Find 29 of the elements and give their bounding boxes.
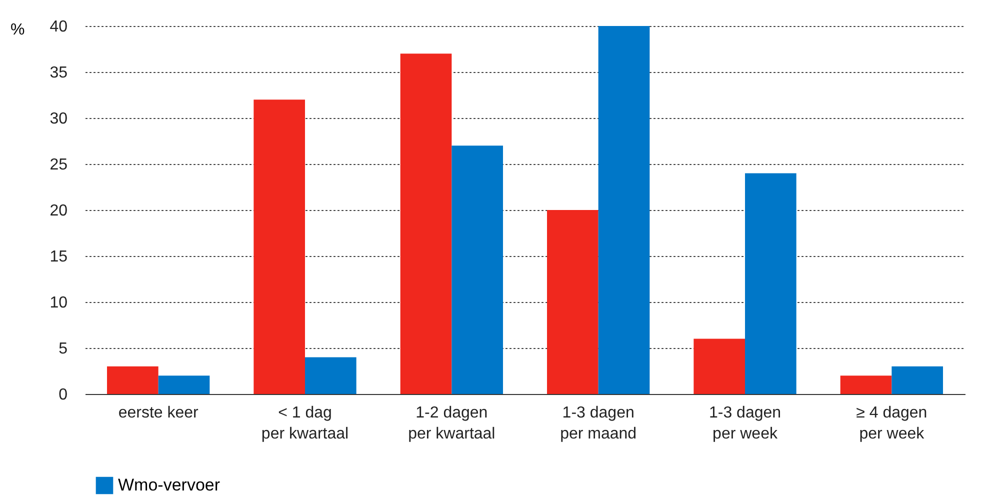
bar xyxy=(745,173,796,394)
bar xyxy=(598,26,650,394)
bar xyxy=(547,210,598,394)
legend-label: Wmo-vervoer xyxy=(118,476,220,494)
x-tick-label: eerste keer xyxy=(118,404,200,422)
y-tick-label: 30 xyxy=(50,110,68,128)
y-tick-label: 15 xyxy=(50,248,68,266)
x-tick-label: 1-3 dagen per maand xyxy=(560,404,637,442)
bar xyxy=(400,54,452,394)
x-tick-label: 1-3 dagen per week xyxy=(708,404,782,442)
y-axis-title: % xyxy=(10,22,25,38)
x-tick-label: ≥ 4 dagen per week xyxy=(856,404,928,442)
bar xyxy=(107,366,158,394)
bar xyxy=(694,338,745,394)
bar xyxy=(452,146,503,394)
y-tick-label: 10 xyxy=(50,294,68,312)
x-tick-label: 1-2 dagen per kwartaal xyxy=(408,404,496,442)
y-tick-label: 40 xyxy=(50,18,68,36)
bar xyxy=(254,100,305,394)
bar xyxy=(305,357,356,394)
bar xyxy=(158,376,210,394)
y-tick-label: 5 xyxy=(58,340,68,358)
y-tick-label: 0 xyxy=(58,386,68,404)
y-tick-label: 35 xyxy=(50,64,68,82)
y-tick-label: 25 xyxy=(50,156,68,174)
x-tick-label: < 1 dag per kwartaal xyxy=(261,404,349,442)
bar xyxy=(840,376,892,394)
y-tick-label: 20 xyxy=(50,202,68,220)
bar xyxy=(892,366,943,394)
